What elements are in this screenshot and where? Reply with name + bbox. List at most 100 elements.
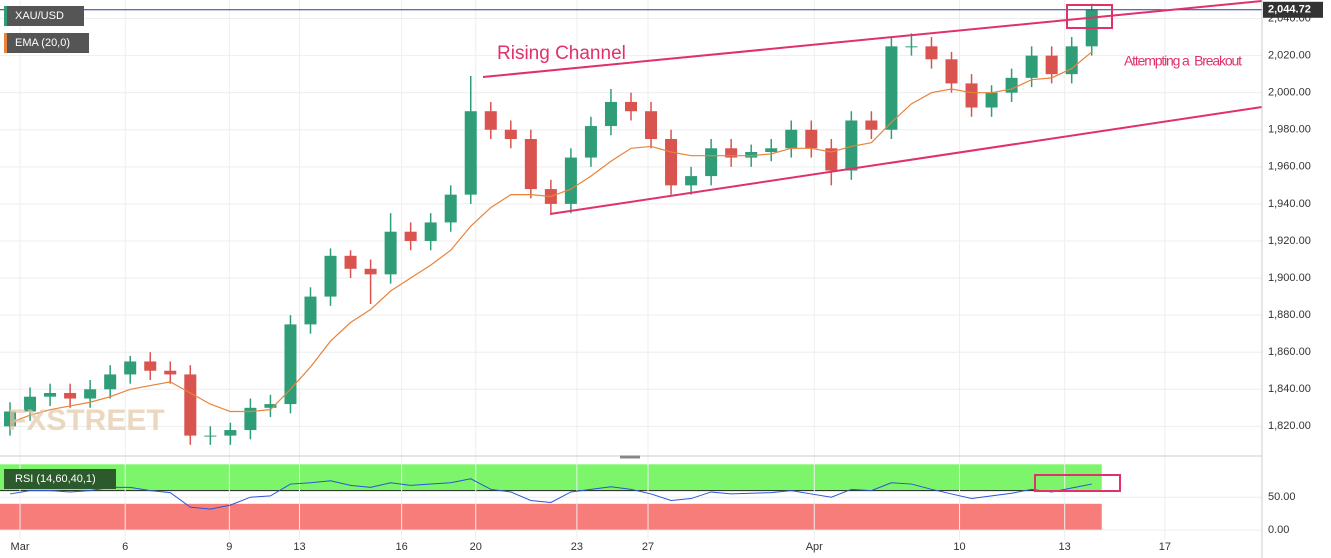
candle-body xyxy=(224,430,237,436)
candle-body xyxy=(364,268,377,275)
last-price-label: 2,044.72 xyxy=(1268,4,1311,16)
candle-body xyxy=(104,374,117,390)
x-tick-label: 10 xyxy=(953,541,965,553)
legend-box xyxy=(4,469,116,489)
candle-body xyxy=(785,129,798,149)
y-tick-label: 1,840.00 xyxy=(1268,383,1311,395)
candle-body xyxy=(304,296,317,325)
annotation: Attempting a Breakout xyxy=(1124,53,1242,69)
candle-body xyxy=(905,46,918,48)
candle-body xyxy=(584,126,597,158)
candle-body xyxy=(504,129,517,140)
rsi-box xyxy=(1034,474,1121,492)
candle-body xyxy=(665,139,678,186)
candle-body xyxy=(384,231,397,275)
candle-body xyxy=(725,148,738,158)
candle-body xyxy=(604,101,617,127)
candle-body xyxy=(244,407,257,431)
candle-body xyxy=(1045,55,1058,75)
candle-body xyxy=(344,255,357,269)
upper-zone xyxy=(0,464,1102,491)
legend-swatch xyxy=(4,6,7,26)
x-tick-label: Mar xyxy=(11,541,30,553)
candle-body xyxy=(404,231,417,241)
candle-body xyxy=(1025,55,1038,78)
candle-body xyxy=(124,361,137,375)
candle-body xyxy=(624,101,638,112)
x-tick-label: 23 xyxy=(571,541,583,553)
candle-body xyxy=(44,392,57,397)
rsi-line xyxy=(9,478,1092,510)
channel-lower xyxy=(549,106,1263,215)
y-tick-label: 1,980.00 xyxy=(1268,124,1311,136)
candle-body xyxy=(284,324,297,405)
candle-body xyxy=(204,435,217,437)
candle-body xyxy=(805,129,818,149)
legend-box xyxy=(4,6,84,26)
candle-body xyxy=(424,222,437,241)
x-tick-label: Apr xyxy=(806,541,823,553)
candle-body xyxy=(645,111,658,140)
candle-body xyxy=(865,120,878,130)
legend-box xyxy=(4,33,89,53)
candle-body xyxy=(324,255,337,297)
candle-body xyxy=(705,148,718,177)
legend-swatch xyxy=(4,33,7,53)
y-tick-label: 0.00 xyxy=(1268,524,1289,536)
candle-body xyxy=(524,139,537,190)
candle-body xyxy=(825,148,838,171)
y-tick-label: 2,000.00 xyxy=(1268,87,1311,99)
lower-zone xyxy=(0,503,1102,531)
candle-body xyxy=(444,194,457,223)
x-tick-label: 13 xyxy=(293,541,305,553)
x-tick-label: 20 xyxy=(470,541,482,553)
candle-body xyxy=(164,370,177,375)
x-tick-label: 13 xyxy=(1059,541,1071,553)
candle-body xyxy=(84,389,97,399)
annotation: Rising Channel xyxy=(497,43,626,64)
y-tick-label: 1,940.00 xyxy=(1268,198,1311,210)
candle-body xyxy=(264,404,277,408)
x-tick-label: 27 xyxy=(642,541,654,553)
candle-body xyxy=(985,92,998,108)
y-tick-label: 1,920.00 xyxy=(1268,235,1311,247)
candle-body xyxy=(4,411,17,427)
candle-body xyxy=(885,46,898,130)
candle-body xyxy=(925,46,938,60)
y-tick-label: 50.00 xyxy=(1268,491,1296,503)
candle-body xyxy=(1005,77,1018,93)
last-price-box xyxy=(1263,1,1323,18)
candle-body xyxy=(144,361,157,371)
candle-body xyxy=(1065,46,1078,75)
y-tick-label: 1,880.00 xyxy=(1268,309,1311,321)
breakout-box xyxy=(1066,4,1113,29)
y-tick-label: 1,960.00 xyxy=(1268,161,1311,173)
candle-body xyxy=(765,148,778,152)
legend-label: XAU/USD xyxy=(15,10,64,22)
candle-body xyxy=(64,392,77,399)
candle-body xyxy=(184,374,197,436)
legend-label: RSI (14,60,40,1) xyxy=(15,473,96,485)
x-tick-label: 17 xyxy=(1159,541,1171,553)
y-tick-label: 2,020.00 xyxy=(1268,50,1311,62)
watermark: FXSTREET xyxy=(8,404,165,437)
y-tick-label: 1,860.00 xyxy=(1268,346,1311,358)
x-tick-label: 6 xyxy=(122,541,128,553)
legend-label: EMA (20,0) xyxy=(15,37,70,49)
y-tick-label: 1,900.00 xyxy=(1268,272,1311,284)
channel-upper xyxy=(482,0,1263,78)
candle-body xyxy=(685,176,698,186)
x-tick-label: 9 xyxy=(226,541,232,553)
candle-body xyxy=(745,152,758,158)
candle-body xyxy=(464,111,477,195)
candle-body xyxy=(484,111,497,130)
candle-body xyxy=(845,120,858,171)
candle-body xyxy=(965,83,978,108)
candle-body xyxy=(945,59,958,84)
ema-line xyxy=(9,51,1093,424)
candle-body xyxy=(564,157,577,204)
candle-body xyxy=(24,396,37,412)
y-tick-label: 1,820.00 xyxy=(1268,420,1311,432)
x-tick-label: 16 xyxy=(396,541,408,553)
